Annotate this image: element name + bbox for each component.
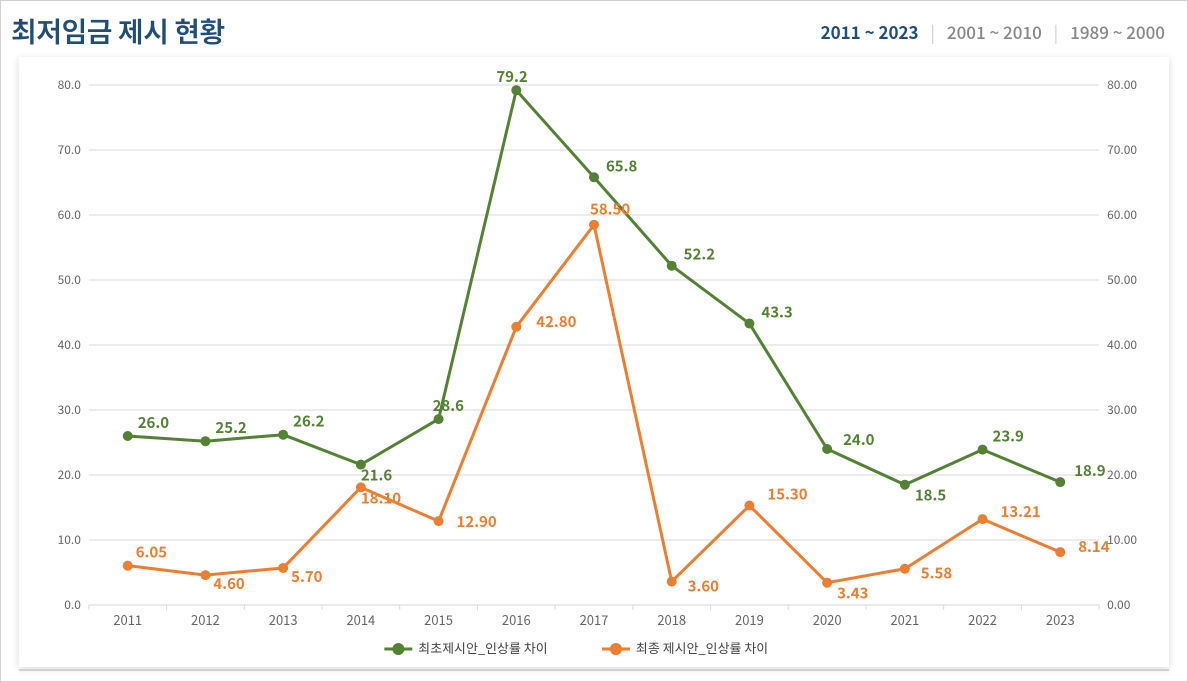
- tab-separator: |: [923, 19, 943, 44]
- svg-text:26.2: 26.2: [293, 411, 325, 432]
- svg-text:21.6: 21.6: [361, 465, 393, 486]
- svg-text:25.2: 25.2: [215, 417, 247, 438]
- svg-text:최초제시안_인상률 차이: 최초제시안_인상률 차이: [418, 638, 547, 657]
- svg-text:2022: 2022: [968, 610, 997, 629]
- header: 최저임금 제시 현황 2011 ~ 2023 | 2001 ~ 2010 | 1…: [1, 1, 1187, 55]
- svg-text:40.00: 40.00: [1107, 336, 1137, 353]
- svg-text:2014: 2014: [346, 610, 375, 629]
- svg-text:2018: 2018: [657, 610, 686, 629]
- page-title: 최저임금 제시 현황: [11, 11, 225, 51]
- line-chart: 0.0 0.00 10.0 10.00 20.0 20.00 30.0 30.00 40.0 40…: [19, 57, 1169, 667]
- svg-text:80.00: 80.00: [1107, 76, 1137, 93]
- svg-text:5.58: 5.58: [921, 563, 953, 584]
- svg-text:2013: 2013: [269, 610, 298, 629]
- svg-text:60.0: 60.0: [58, 206, 82, 223]
- svg-text:79.2: 79.2: [496, 66, 528, 87]
- svg-text:2011: 2011: [113, 610, 142, 629]
- svg-text:50.0: 50.0: [58, 271, 82, 288]
- svg-text:26.0: 26.0: [138, 412, 170, 433]
- svg-text:40.0: 40.0: [58, 336, 82, 353]
- svg-text:2016: 2016: [502, 610, 531, 629]
- svg-text:18.9: 18.9: [1074, 460, 1106, 481]
- tab-2001-2010[interactable]: 2001 ~ 2010: [943, 17, 1046, 46]
- svg-text:58.50: 58.50: [590, 199, 630, 220]
- svg-text:2017: 2017: [580, 610, 609, 629]
- svg-text:30.00: 30.00: [1107, 401, 1137, 418]
- svg-text:70.0: 70.0: [58, 141, 82, 158]
- svg-text:15.30: 15.30: [767, 484, 807, 505]
- svg-text:65.8: 65.8: [606, 155, 638, 176]
- svg-text:70.00: 70.00: [1107, 141, 1137, 158]
- svg-text:28.6: 28.6: [433, 395, 465, 416]
- app-frame: 최저임금 제시 현황 2011 ~ 2023 | 2001 ~ 2010 | 1…: [0, 0, 1188, 682]
- svg-text:2012: 2012: [191, 610, 220, 629]
- svg-text:43.3: 43.3: [761, 302, 792, 323]
- range-tabs: 2011 ~ 2023 | 2001 ~ 2010 | 1989 ~ 2000: [817, 17, 1169, 46]
- svg-text:2021: 2021: [890, 610, 919, 629]
- svg-text:30.0: 30.0: [58, 401, 82, 418]
- svg-text:80.0: 80.0: [58, 76, 82, 93]
- svg-text:60.00: 60.00: [1107, 206, 1137, 223]
- svg-text:10.0: 10.0: [58, 531, 82, 548]
- tab-1989-2000[interactable]: 1989 ~ 2000: [1066, 17, 1169, 46]
- svg-text:3.60: 3.60: [688, 576, 720, 597]
- svg-text:2015: 2015: [424, 610, 453, 629]
- svg-text:10.00: 10.00: [1107, 531, 1137, 548]
- svg-text:20.0: 20.0: [58, 466, 82, 483]
- svg-text:24.0: 24.0: [843, 429, 875, 450]
- svg-text:20.00: 20.00: [1107, 466, 1137, 483]
- svg-text:18.10: 18.10: [361, 487, 401, 508]
- svg-text:23.9: 23.9: [993, 426, 1025, 447]
- svg-text:42.80: 42.80: [536, 311, 576, 332]
- svg-text:3.43: 3.43: [837, 583, 868, 604]
- svg-text:2020: 2020: [813, 610, 842, 629]
- svg-text:52.2: 52.2: [684, 244, 716, 265]
- tab-2011-2023[interactable]: 2011 ~ 2023: [817, 17, 923, 46]
- svg-text:5.70: 5.70: [291, 566, 323, 587]
- chart-container: 0.0 0.00 10.0 10.00 20.0 20.00 30.0 30.00 40.0 40…: [19, 57, 1169, 667]
- svg-text:2023: 2023: [1046, 610, 1075, 629]
- svg-text:0.0: 0.0: [64, 596, 81, 613]
- svg-text:4.60: 4.60: [213, 573, 245, 594]
- svg-text:12.90: 12.90: [457, 511, 497, 532]
- svg-text:50.00: 50.00: [1107, 271, 1137, 288]
- svg-text:최종 제시안_인상률 차이: 최종 제시안_인상률 차이: [636, 638, 768, 657]
- svg-text:18.5: 18.5: [915, 485, 947, 506]
- bottom-shadow-rule: [19, 669, 1169, 671]
- svg-text:0.00: 0.00: [1107, 596, 1131, 613]
- svg-text:2019: 2019: [735, 610, 764, 629]
- tab-separator: |: [1046, 19, 1066, 44]
- svg-text:6.05: 6.05: [136, 542, 168, 563]
- svg-text:8.14: 8.14: [1078, 536, 1110, 557]
- svg-text:13.21: 13.21: [1001, 501, 1041, 522]
